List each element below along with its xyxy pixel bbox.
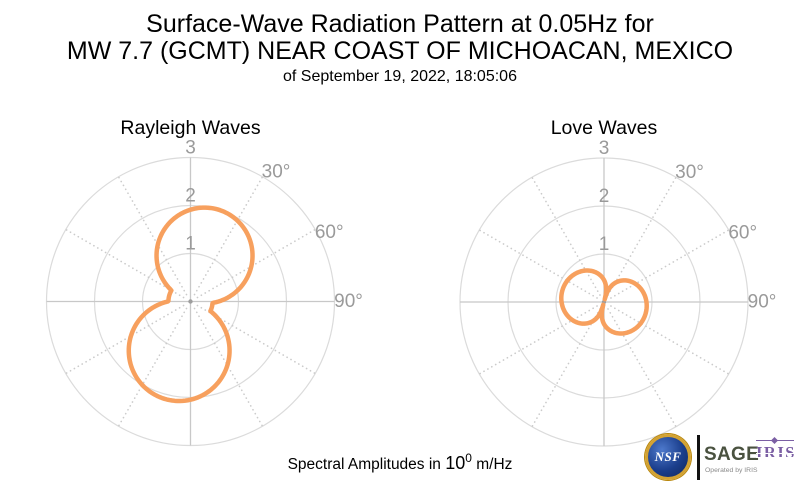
figure-subtitle: of September 19, 2022, 18:05:06 bbox=[283, 68, 517, 85]
caption-suffix: m/Hz bbox=[476, 456, 513, 474]
rayleigh-polar-plot: 1 2 3 30° 60° 90° bbox=[45, 138, 363, 447]
iris-logo: IRIS bbox=[756, 436, 796, 462]
angular-gridline bbox=[64, 228, 185, 299]
angular-gridline bbox=[610, 305, 730, 375]
angle-tick-label: 30° bbox=[262, 162, 291, 183]
rayleigh-plot-title: Rayleigh Waves bbox=[120, 117, 261, 139]
angular-gridline bbox=[117, 307, 188, 428]
logo-block: NSF SAGE Operated by IRIS IRIS bbox=[640, 432, 798, 486]
nsf-logo-text: NSF bbox=[654, 449, 682, 464]
sage-logo-text: SAGE bbox=[704, 444, 760, 465]
angular-gridline bbox=[478, 229, 598, 299]
angle-tick-label: 60° bbox=[315, 222, 344, 243]
logo-divider bbox=[697, 435, 700, 480]
figure-title-line1: Surface-Wave Radiation Pattern at 0.05Hz… bbox=[146, 10, 654, 38]
angular-gridline bbox=[531, 308, 601, 428]
angle-tick-label: 90° bbox=[748, 292, 777, 313]
sage-operated-by-text: Operated by IRIS bbox=[705, 467, 758, 474]
angular-gridline bbox=[610, 229, 730, 299]
love-polar-plot: 1 2 3 30° 60° 90° bbox=[459, 138, 777, 447]
angular-gridline bbox=[607, 176, 677, 296]
polar-center-dot bbox=[188, 299, 193, 304]
angular-gridline bbox=[478, 305, 598, 375]
figure-title-block: Surface-Wave Radiation Pattern at 0.05Hz… bbox=[0, 11, 800, 87]
caption-base: 10 bbox=[445, 453, 466, 474]
caption-prefix: Spectral Amplitudes in bbox=[287, 456, 441, 474]
caption-exponent: 0 bbox=[465, 451, 472, 465]
radial-tick-label: 3 bbox=[599, 138, 610, 159]
radial-tick-label: 1 bbox=[599, 234, 610, 255]
angular-gridline bbox=[531, 176, 601, 296]
angle-tick-label: 90° bbox=[334, 291, 363, 312]
radiation-pattern-curve bbox=[559, 268, 649, 336]
iris-seismogram-icon bbox=[756, 436, 794, 444]
amplitude-units-caption: Spectral Amplitudes in 100 m/Hz bbox=[0, 451, 800, 474]
radial-tick-label: 1 bbox=[185, 234, 196, 255]
angle-tick-label: 60° bbox=[728, 222, 757, 243]
radial-tick-label: 3 bbox=[185, 138, 196, 159]
angular-gridline bbox=[196, 228, 317, 299]
figure-title-line2: MW 7.7 (GCMT) NEAR COAST OF MICHOACAN, M… bbox=[66, 37, 734, 65]
radial-tick-label: 2 bbox=[599, 186, 610, 207]
nsf-logo: NSF bbox=[645, 434, 691, 480]
radial-tick-label: 2 bbox=[185, 186, 196, 207]
iris-logo-text: IRIS bbox=[756, 443, 796, 462]
angle-tick-label: 30° bbox=[675, 162, 704, 183]
angular-gridline bbox=[117, 175, 188, 296]
angular-gridline bbox=[64, 304, 185, 375]
radiation-pattern-curve bbox=[126, 205, 255, 404]
love-plot-title: Love Waves bbox=[550, 117, 658, 139]
angular-gridline bbox=[607, 308, 677, 428]
angular-gridline bbox=[193, 175, 264, 296]
